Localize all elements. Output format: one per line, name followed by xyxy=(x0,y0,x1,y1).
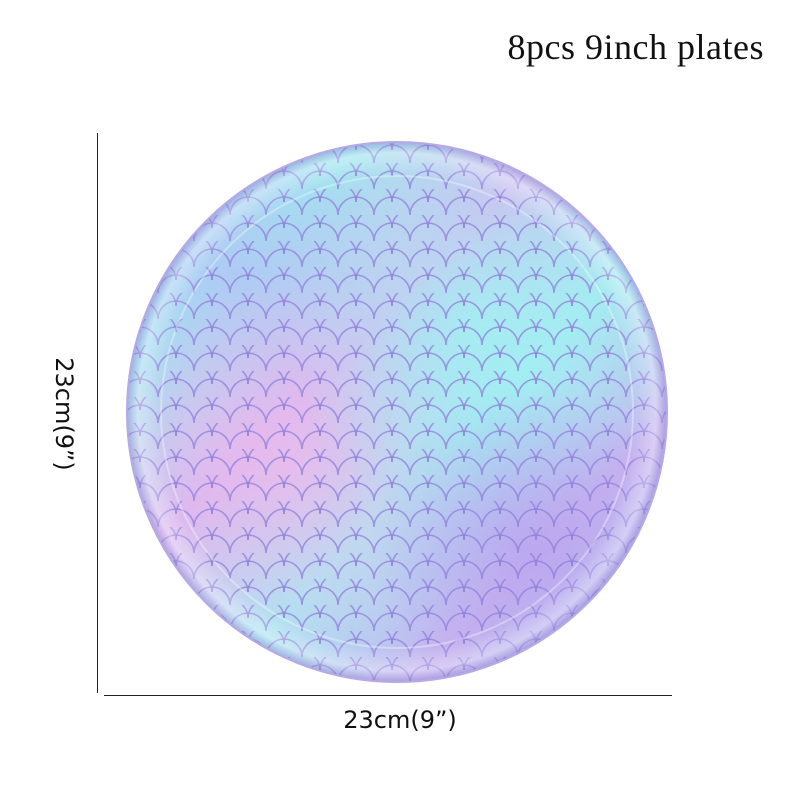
height-dimension-line xyxy=(97,133,98,693)
product-title: 8pcs 9inch plates xyxy=(507,27,764,67)
plate-image xyxy=(122,137,672,687)
width-dimension-label: 23cm(9”) xyxy=(343,706,457,734)
mermaid-plate xyxy=(126,141,668,683)
width-dimension-line xyxy=(104,695,672,696)
height-dimension-label: 23cm(9”) xyxy=(50,357,78,471)
